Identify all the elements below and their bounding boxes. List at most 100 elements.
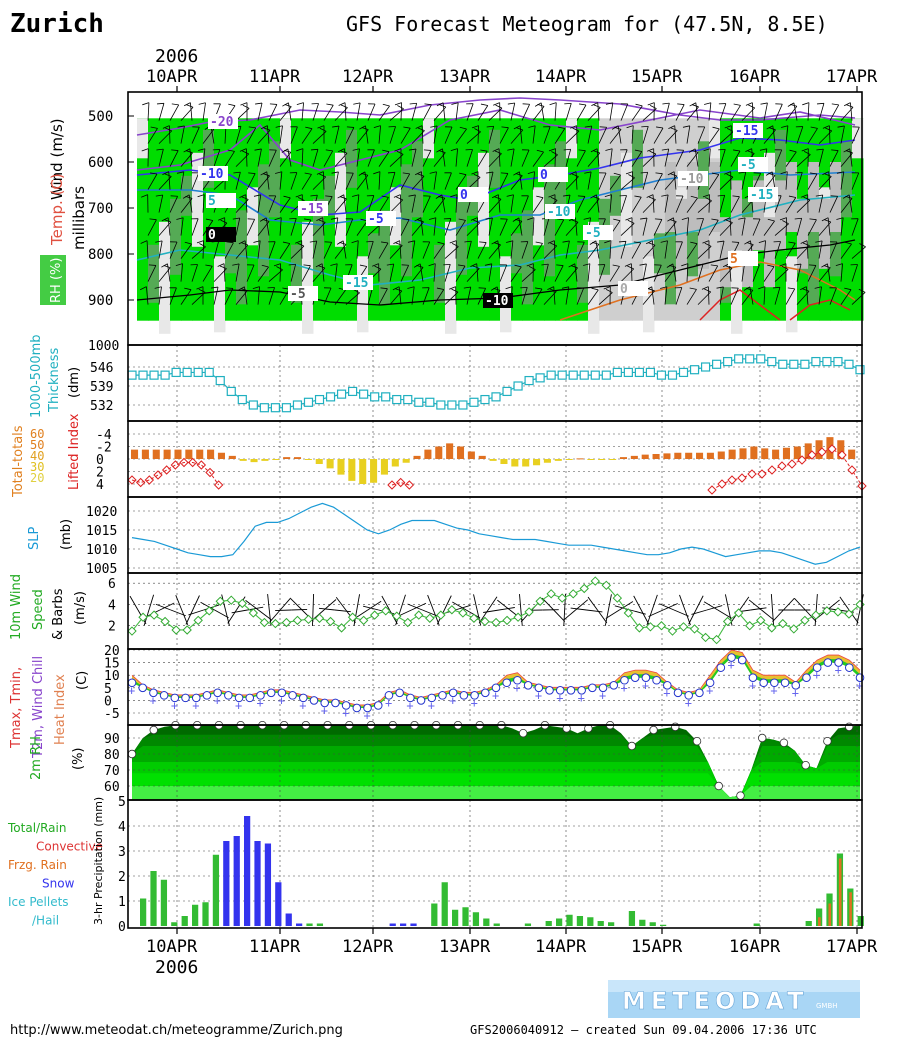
wind-barb [393,194,401,198]
stability-ylabel-li: Lifted Index [67,413,82,490]
rh-patch [544,164,556,277]
wind-barb [238,240,246,245]
rh-patch [610,175,622,216]
tt-tick-label: 40 [30,449,44,463]
wind-barb [444,172,452,190]
wind-barb [312,240,318,259]
rh-patch [280,118,292,159]
wind-barb [393,240,400,244]
lifted-index-bar [652,454,660,459]
tmin-marker: + [663,686,670,700]
wind-barb [156,102,164,105]
wind-barb [343,194,347,213]
wind-barb [455,220,466,236]
wind-barb [828,171,831,190]
panel-frame [127,496,863,574]
wind-barb [398,286,402,305]
wind-barb [477,150,488,167]
wind-barb [400,127,411,144]
pressure-tick-label: 600 [88,155,113,171]
t2m-point [448,688,458,698]
total-totals-point [727,475,737,485]
wind-barb [549,288,557,292]
wind-barb [312,609,314,627]
wind-barb [611,125,619,130]
tmin-marker: + [706,683,713,697]
pressure-tick-label: 700 [88,201,113,217]
wind-barb [490,286,498,291]
lifted-index-bar [663,453,671,459]
wind-barb [378,151,390,167]
wind-barb [433,171,437,190]
wind-barb [268,195,277,213]
thickness-point [833,356,843,367]
wind-barb [268,241,276,259]
wind-barb [816,148,824,151]
wind-speed-point [601,580,612,591]
wind-barb [788,195,796,198]
pressure-tick-label: 900 [88,293,113,309]
wind-barb [225,287,233,289]
wind-barb [642,217,648,236]
wind-barb [267,125,270,144]
rh-column [346,118,358,321]
rh-column [588,118,600,321]
precip-legend-item: Convective [36,840,103,854]
lifted-index-bar [152,449,160,459]
slp-tick-label: 1015 [86,524,117,539]
wind-barb [824,219,831,223]
wind-barb [642,172,649,190]
wind-barb [806,240,809,259]
wind-speed-point [800,615,810,626]
wind-barb [787,287,795,290]
wind-barb [831,149,839,151]
rain-bar [212,854,220,926]
wind-speed-point [711,634,722,645]
tmin-marker: + [256,696,263,710]
wind-barb [641,125,649,128]
rain-bar [566,914,573,926]
wind-barb [214,609,229,619]
wind-barb [158,240,163,259]
rh-patch [621,152,633,247]
wind-barb [176,217,184,220]
wind-barb [729,263,732,282]
t2m-point [545,686,554,695]
wind-barb [411,148,417,167]
rh-tick-label: 80 [104,748,120,763]
wind-barb [548,148,556,152]
wind-barb [619,601,634,611]
convective-bar [838,858,842,926]
wind-barb [322,217,325,236]
contour-label: 0 [208,228,216,243]
t2m-point [191,693,201,703]
wind-barb [260,171,267,176]
wind-barb [604,194,612,198]
wind-barb [695,595,704,611]
wind-barb [794,263,802,266]
wind-barb [738,171,746,174]
wind-barb [609,194,612,213]
wind-barb [246,219,255,236]
wind-barb [225,609,230,626]
wind-barb [662,603,678,611]
thickness-point [822,356,832,367]
wind-barb [147,173,158,190]
lifted-index-bar [348,459,356,481]
wind-barb [316,217,323,221]
wind-barb [397,105,404,110]
wind-barb [741,263,745,282]
wind-barb [543,264,549,282]
rain-bar [472,912,480,926]
wind-barb [772,609,784,623]
wind-barb [822,125,830,129]
wind-barb [169,241,178,259]
tmin-marker: + [471,696,478,710]
wind-barb [521,149,530,167]
wind-barb [310,194,318,197]
total-totals-line [711,448,863,491]
thickness-point [734,354,744,364]
wind-barb [796,263,802,282]
wind-barb [675,287,683,305]
wind-barb [499,264,508,282]
